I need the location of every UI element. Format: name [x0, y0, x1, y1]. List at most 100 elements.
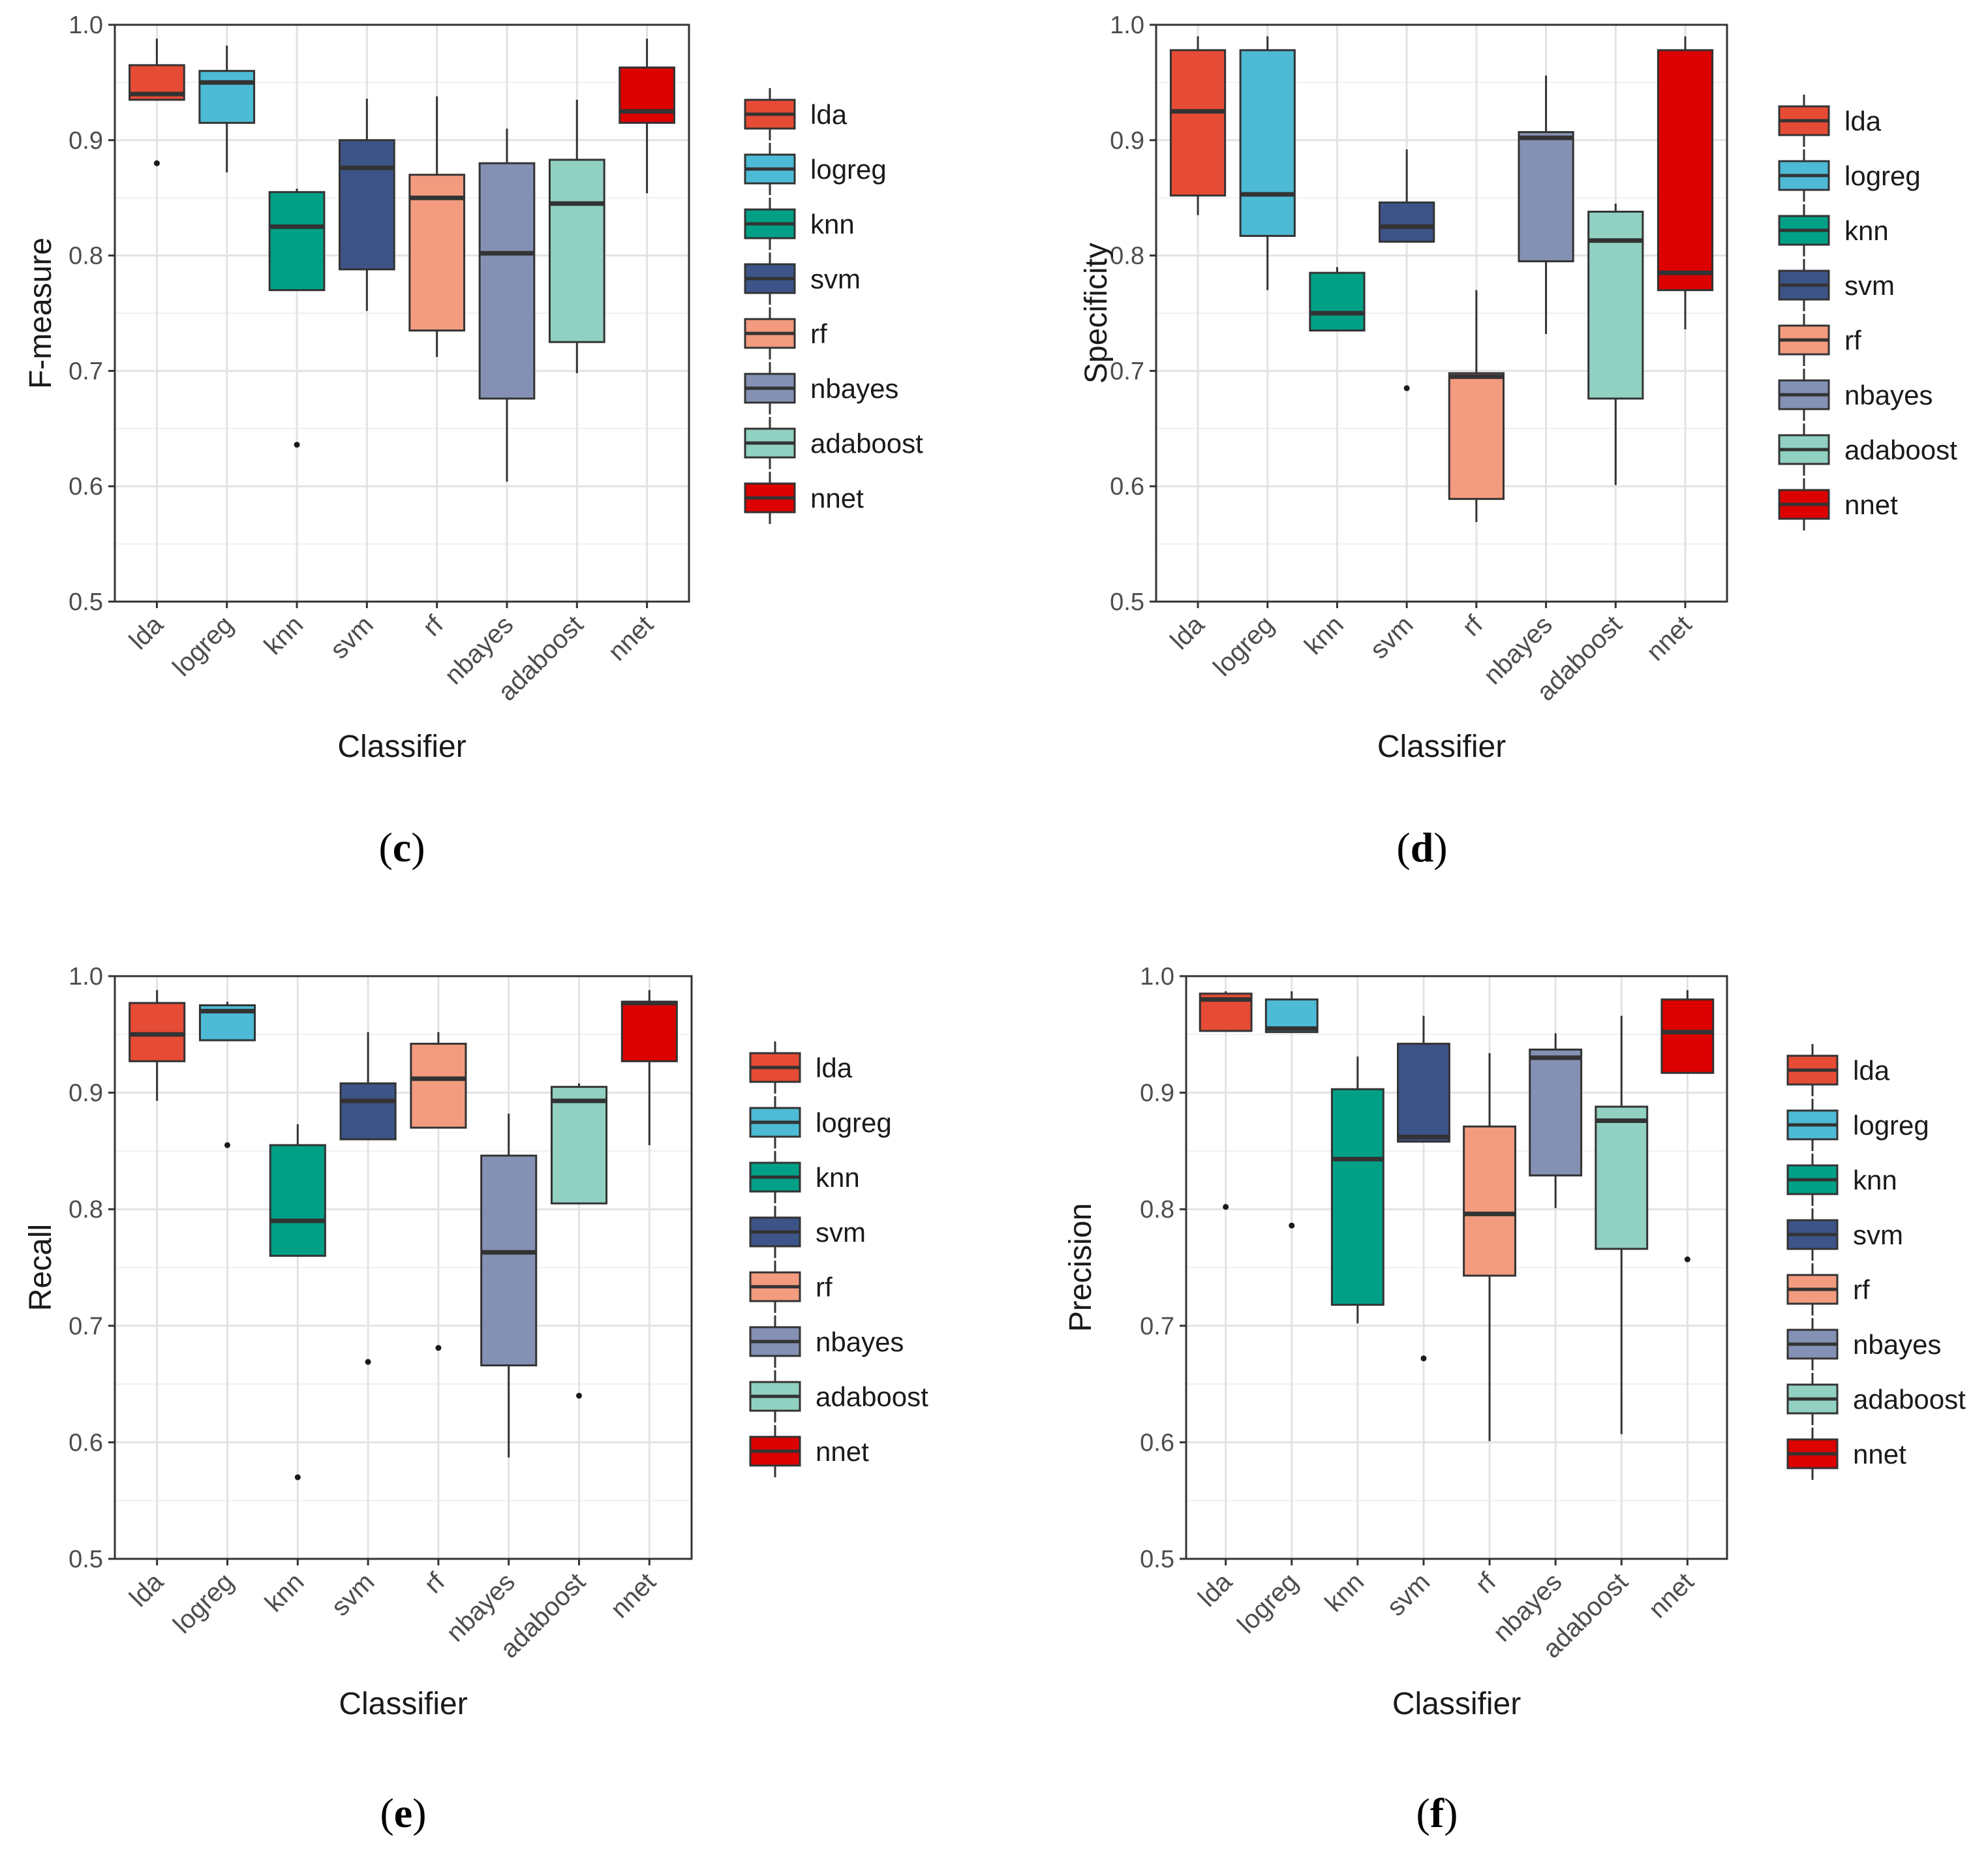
- y-tick-label: 0.5: [69, 589, 103, 616]
- x-tick-label: knn: [1319, 1567, 1369, 1618]
- legend-item-rf: rf: [1778, 314, 1861, 366]
- legend-item-svm: svm: [1786, 1208, 1903, 1261]
- legend-item-rf: rf: [749, 1261, 833, 1313]
- box-body: [339, 1082, 397, 1141]
- box-rf: [1463, 1052, 1516, 1441]
- legend-item-nbayes: nbayes: [1778, 369, 1933, 421]
- x-axis-title: Classifier: [1377, 730, 1506, 764]
- legend-item-svm: svm: [749, 1206, 866, 1258]
- legend-label: svm: [816, 1217, 866, 1248]
- panel-label: (d): [1396, 824, 1447, 870]
- legend-label: logreg: [810, 154, 887, 185]
- legend-label: knn: [816, 1162, 860, 1193]
- legend-label: nnet: [810, 483, 864, 514]
- y-tick-label: 0.5: [1140, 1546, 1174, 1573]
- legend-item-adaboost: adaboost: [1786, 1373, 1966, 1425]
- box-knn: [268, 189, 326, 448]
- outlier-point: [576, 1392, 583, 1399]
- legend-item-nbayes: nbayes: [744, 362, 898, 414]
- x-tick-label: rf: [1457, 610, 1489, 642]
- outlier-point: [1289, 1222, 1295, 1229]
- legend-label: knn: [810, 209, 855, 239]
- legend-label: nbayes: [1844, 380, 1933, 410]
- legend-label: lda: [816, 1052, 853, 1083]
- outlier-point: [294, 1474, 301, 1481]
- y-tick-label: 1.0: [1140, 963, 1174, 991]
- box-body: [1660, 998, 1715, 1074]
- legend-item-lda: lda: [749, 1041, 853, 1094]
- y-axis-title: Recall: [23, 1224, 58, 1311]
- x-tick-label: nnet: [603, 610, 659, 666]
- legend-item-rf: rf: [1786, 1263, 1870, 1315]
- legend-item-nnet: nnet: [749, 1425, 869, 1477]
- box-body: [480, 1154, 538, 1367]
- box-body: [129, 1002, 186, 1062]
- legend-label: logreg: [1853, 1110, 1929, 1141]
- box-rf: [408, 96, 466, 358]
- box-body: [1518, 131, 1574, 262]
- box-body: [1529, 1049, 1583, 1176]
- legend-item-logreg: logreg: [1786, 1099, 1929, 1151]
- x-axis-title: Classifier: [337, 730, 466, 764]
- box-adaboost: [1587, 204, 1644, 485]
- x-tick-label: svm: [1365, 610, 1419, 664]
- box-nnet: [1657, 36, 1714, 330]
- outlier-point: [153, 160, 160, 166]
- x-tick-label: lda: [1165, 610, 1210, 655]
- x-tick-label: logreg: [1208, 610, 1279, 682]
- legend-item-knn: knn: [1778, 204, 1889, 256]
- y-axis-title: Precision: [1063, 1203, 1098, 1332]
- box-logreg: [1264, 991, 1319, 1229]
- y-tick-label: 1.0: [69, 963, 103, 991]
- box-lda: [129, 38, 185, 166]
- legend-label: adaboost: [1853, 1384, 1966, 1415]
- legend-label: knn: [1853, 1165, 1897, 1195]
- box-nbayes: [1518, 75, 1574, 334]
- legend-item-logreg: logreg: [744, 143, 887, 195]
- box-rf: [1448, 290, 1505, 523]
- x-tick-label: logreg: [168, 1567, 239, 1639]
- y-tick-label: 0.8: [1110, 243, 1144, 270]
- legend-label: nnet: [1844, 489, 1898, 520]
- x-tick-label: rf: [418, 610, 450, 642]
- legend-label: nbayes: [810, 373, 898, 404]
- box-body: [198, 70, 256, 124]
- x-tick-label: lda: [1193, 1567, 1238, 1612]
- legend-label: logreg: [816, 1107, 892, 1138]
- box-svm: [1397, 1015, 1450, 1362]
- box-logreg: [198, 1002, 256, 1148]
- x-axis-title: Classifier: [1392, 1687, 1521, 1721]
- legend-label: nnet: [816, 1436, 869, 1467]
- legend-item-nbayes: nbayes: [749, 1315, 904, 1368]
- x-tick-label: knn: [260, 1567, 310, 1618]
- box-knn: [1330, 1056, 1384, 1324]
- box-body: [619, 66, 675, 124]
- x-tick-label: lda: [124, 1567, 169, 1612]
- legend: lda logreg knn svm rf nbayes adaboost nnet: [1778, 95, 1957, 530]
- box-body: [1379, 201, 1435, 243]
- box-body: [269, 1144, 326, 1257]
- legend-label: svm: [1844, 270, 1895, 301]
- plot-border: [114, 23, 690, 603]
- legend-item-knn: knn: [1786, 1154, 1897, 1206]
- legend-label: svm: [1853, 1220, 1903, 1250]
- legend-label: lda: [1844, 106, 1882, 136]
- box-nbayes: [480, 1113, 538, 1458]
- legend-item-nnet: nnet: [744, 472, 864, 524]
- y-tick-label: 0.5: [1110, 589, 1144, 616]
- box-body: [1330, 1088, 1384, 1306]
- box-adaboost: [1595, 1015, 1649, 1434]
- x-tick-label: nnet: [1641, 610, 1697, 666]
- y-tick-label: 0.6: [1140, 1429, 1174, 1456]
- x-tick-label: lda: [124, 610, 169, 655]
- box-body: [1595, 1105, 1649, 1250]
- y-tick-label: 0.5: [69, 1546, 103, 1573]
- y-axis-title: F-measure: [23, 238, 58, 389]
- x-tick-label: svm: [325, 610, 379, 664]
- legend-item-svm: svm: [1778, 259, 1895, 311]
- legend-label: nnet: [1853, 1439, 1906, 1469]
- box-lda: [129, 990, 186, 1101]
- box-body: [410, 1043, 467, 1129]
- legend-item-lda: lda: [744, 88, 848, 140]
- box-svm: [338, 99, 395, 311]
